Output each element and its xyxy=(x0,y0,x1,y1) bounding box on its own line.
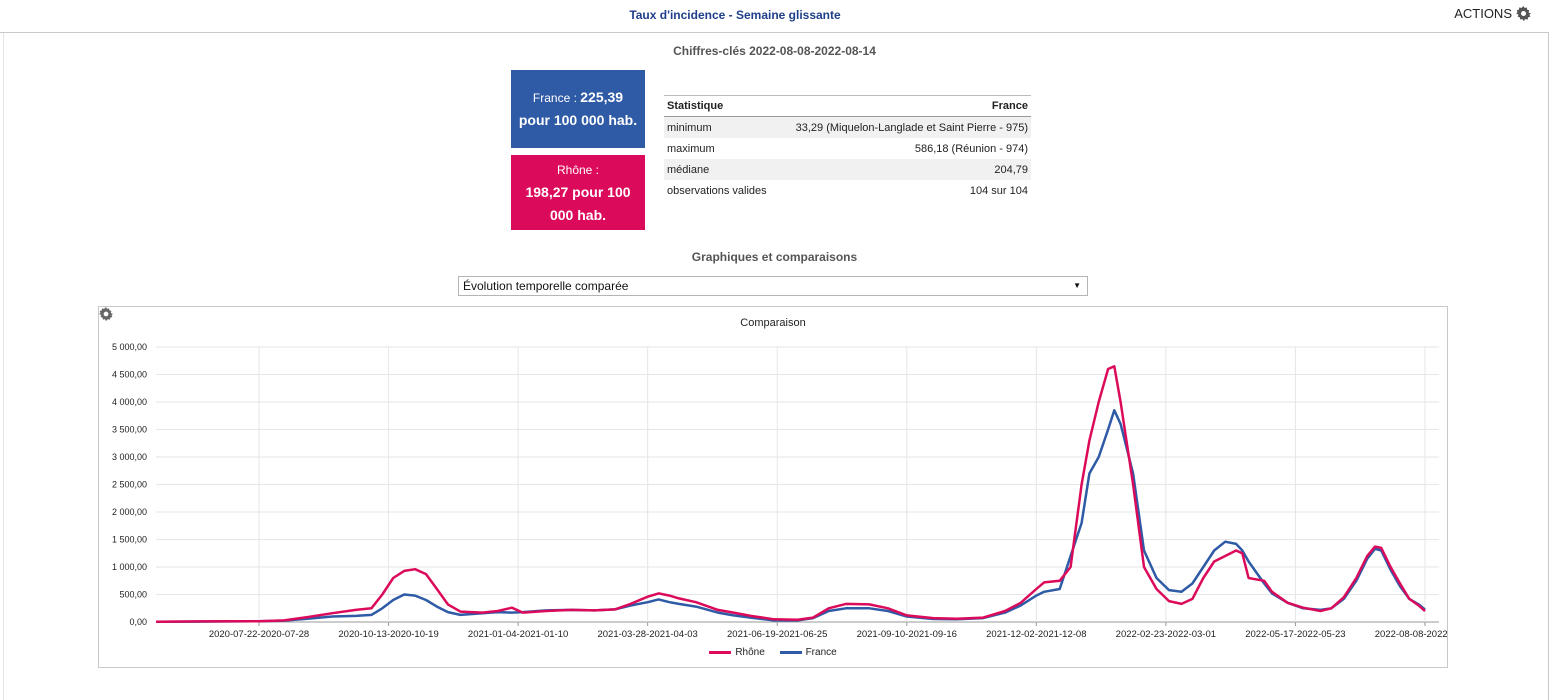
rhone-key-figure: Rhône : 198,27 pour 100 000 hab. xyxy=(511,155,645,230)
y-tick-label: 2 000,00 xyxy=(112,507,147,517)
x-tick-label: 2022-08-08-2022-08-14 xyxy=(1375,629,1447,640)
y-tick-label: 4 000,00 xyxy=(112,397,147,407)
top-bar: Taux d'incidence - Semaine glissante ACT… xyxy=(0,0,1549,33)
x-tick-label: 2020-07-22-2020-07-28 xyxy=(209,629,309,640)
y-tick-label: 1 000,00 xyxy=(112,562,147,572)
legend-item-rhone[interactable]: Rhône xyxy=(709,647,765,658)
x-tick-label: 2021-09-10-2021-09-16 xyxy=(857,629,957,640)
chart-panel: Comparaison 0,00 500,00 1 000,00 1 500,00 2 … xyxy=(98,306,1448,668)
x-tick-label: 2021-06-19-2021-06-25 xyxy=(727,629,827,640)
y-tick-label: 2 500,00 xyxy=(112,480,147,490)
legend-item-france[interactable]: France xyxy=(779,647,837,658)
y-tick-label: 5 000,00 xyxy=(112,342,147,352)
table-row: observations valides 104 sur 104 xyxy=(664,180,1031,201)
chart-legend: Rhône France xyxy=(99,646,1447,658)
actions-label: ACTIONS xyxy=(1454,6,1512,21)
legend-label-france: France xyxy=(805,647,837,658)
stat-name: médiane xyxy=(664,159,777,180)
page-title: Taux d'incidence - Semaine glissante xyxy=(629,8,841,22)
y-tick-label: 4 500,00 xyxy=(112,370,147,380)
actions-button[interactable]: ACTIONS xyxy=(1454,6,1531,21)
stats-header-france: France xyxy=(776,95,1031,117)
x-tick-label: 2021-03-28-2021-04-03 xyxy=(597,629,697,640)
stat-value: 586,18 (Réunion - 974) xyxy=(914,142,1028,155)
stat-value: 33,29 (Miquelon-Langlade et Saint Pierre… xyxy=(776,116,1031,138)
gear-icon xyxy=(1516,6,1531,21)
chart-type-select[interactable]: Évolution temporelle comparée ▼ xyxy=(458,276,1088,296)
table-row: médiane 204,79 xyxy=(664,159,1031,180)
panel-left-border xyxy=(3,33,4,700)
legend-swatch-france xyxy=(779,651,802,654)
chart-type-select-value: Évolution temporelle comparée xyxy=(463,279,629,293)
stat-name: minimum xyxy=(664,116,777,138)
rhone-label: Rhône : xyxy=(556,162,600,177)
line-chart: 0,00 500,00 1 000,00 1 500,00 2 000,00 2 500,… xyxy=(112,342,1447,640)
legend-label-rhone: Rhône xyxy=(735,647,765,658)
x-tick-label: 2022-02-23-2022-03-01 xyxy=(1116,629,1216,640)
dropdown-arrow-icon: ▼ xyxy=(1073,281,1081,290)
x-tick-label: 2022-05-17-2022-05-23 xyxy=(1245,629,1345,640)
stats-header-row: Statistique France xyxy=(664,95,1031,117)
france-key-figure: France : 225,39 pour 100 000 hab. xyxy=(511,70,645,148)
france-unit: pour 100 000 hab. xyxy=(518,112,638,128)
x-tick-label: 2020-10-13-2020-10-19 xyxy=(338,629,438,640)
x-tick-label: 2021-12-02-2021-12-08 xyxy=(986,629,1086,640)
stat-name: observations valides xyxy=(667,184,767,197)
y-tick-label: 500,00 xyxy=(119,590,147,600)
stats-table: Statistique France minimum 33,29 (Miquel… xyxy=(664,95,1031,201)
chart-settings-gear-icon[interactable] xyxy=(99,307,113,321)
charts-section-title: Graphiques et comparaisons xyxy=(691,250,858,264)
stat-value: 104 sur 104 xyxy=(969,184,1028,197)
series-line-france xyxy=(155,409,1426,623)
y-tick-label: 3 000,00 xyxy=(112,452,147,462)
stats-header-statistique: Statistique xyxy=(664,95,777,117)
series-line-rhone xyxy=(155,365,1426,623)
chart-title: Comparaison xyxy=(740,317,806,329)
stat-name: maximum xyxy=(667,142,715,155)
table-row: minimum 33,29 (Miquelon-Langlade et Sain… xyxy=(664,116,1031,138)
legend-swatch-rhone xyxy=(709,651,732,654)
y-tick-label: 0,00 xyxy=(129,617,147,627)
x-tick-label: 2021-01-04-2021-01-10 xyxy=(468,629,568,640)
table-row: maximum 586,18 (Réunion - 974) xyxy=(664,138,1031,159)
y-tick-label: 3 500,00 xyxy=(112,425,147,435)
rhone-value: 198,27 pour 100 000 hab. xyxy=(525,183,631,223)
key-figures-title: Chiffres-clés 2022-08-08-2022-08-14 xyxy=(673,44,876,58)
stat-value: 204,79 xyxy=(776,159,1031,180)
y-tick-label: 1 500,00 xyxy=(112,535,147,545)
france-value: 225,39 xyxy=(580,89,624,105)
france-label: France : xyxy=(532,91,577,105)
